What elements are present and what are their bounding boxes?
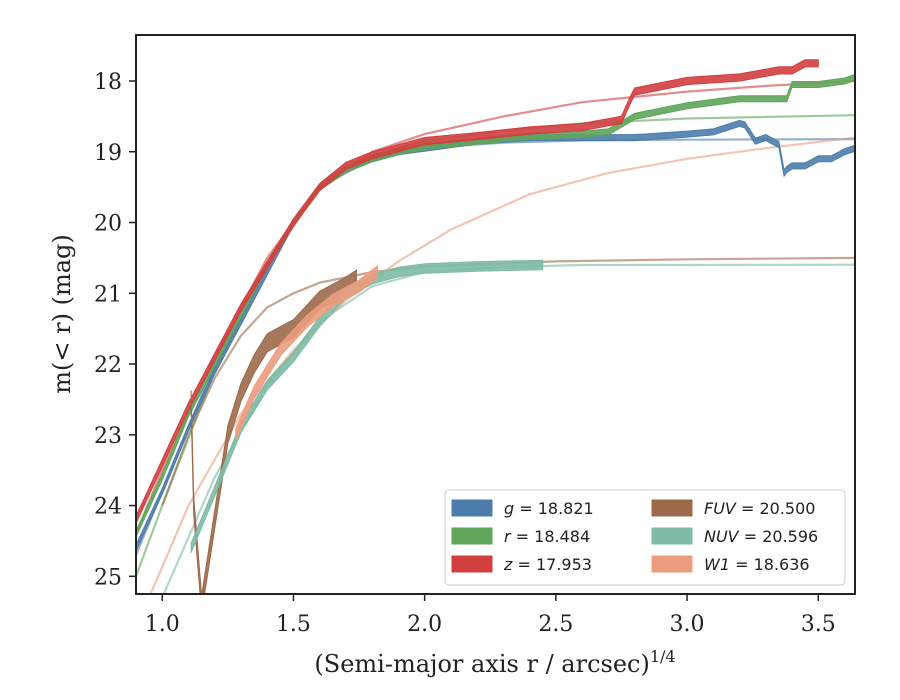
legend-swatch-g	[451, 499, 493, 517]
legend-label-FUV: FUV = 20.500	[704, 499, 815, 518]
x-axis-label-exponent: 1/4	[650, 647, 676, 666]
legend-label-g: g = 18.821	[504, 499, 594, 518]
legend-swatch-r	[451, 527, 493, 545]
y-axis-ticks: 18 19 20 21 22 23 24 25	[94, 70, 136, 590]
y-tick-label: 18	[94, 70, 122, 95]
legend-label-W1: W1 = 18.636	[704, 555, 810, 574]
x-tick-label: 1.0	[145, 612, 180, 637]
legend-label-z: z = 17.953	[503, 555, 592, 574]
profile-band-W1	[235, 264, 378, 441]
y-tick-label: 21	[94, 282, 122, 307]
data-profiles	[136, 59, 855, 594]
legend-swatch-z	[451, 555, 493, 573]
legend-swatch-FUV	[651, 499, 693, 517]
legend-label-NUV: NUV = 20.596	[704, 527, 818, 546]
y-tick-label: 19	[94, 141, 122, 166]
legend-swatch-NUV	[651, 527, 693, 545]
x-axis-label: (Semi-major axis r / arcsec)1/4	[314, 647, 675, 678]
legend-label-r: r = 18.484	[504, 527, 590, 546]
y-tick-label: 24	[94, 495, 122, 520]
profile-band-z	[136, 59, 819, 524]
y-tick-label: 20	[94, 212, 122, 237]
profile-band-NUV	[190, 259, 544, 553]
y-tick-label: 22	[94, 353, 122, 378]
legend-box	[444, 489, 846, 586]
model-curve-FUV	[161, 256, 855, 506]
y-tick-label: 25	[94, 565, 122, 590]
x-tick-label: 2.0	[407, 612, 442, 637]
y-axis-label: m(< r) (mag)	[48, 234, 76, 393]
x-tick-label: 3.0	[670, 612, 705, 637]
legend-swatch-W1	[651, 555, 693, 573]
y-tick-label: 23	[94, 424, 122, 449]
x-tick-label: 1.5	[276, 612, 311, 637]
legend: g = 18.821 FUV = 20.500 r = 18.484 NUV = 20…	[444, 489, 846, 586]
x-tick-label: 2.5	[538, 612, 573, 637]
plot-frame	[135, 34, 856, 595]
x-tick-label: 3.5	[801, 612, 836, 637]
x-axis-ticks: 1.0 1.5 2.0 2.5 3.0 3.5	[145, 594, 836, 637]
